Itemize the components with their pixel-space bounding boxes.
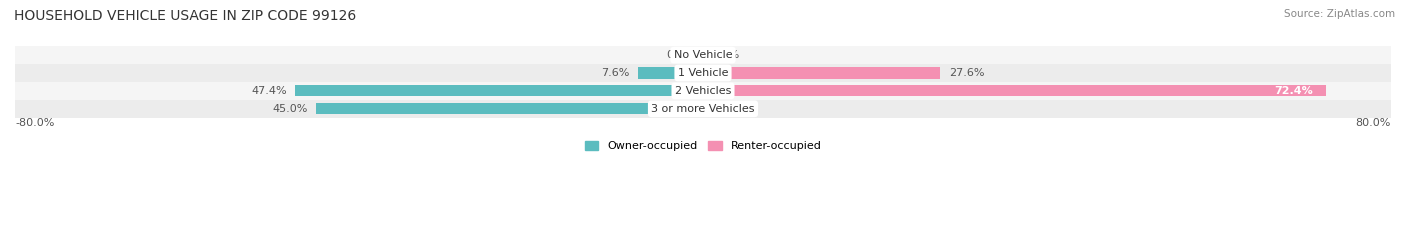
- Text: 80.0%: 80.0%: [1355, 118, 1391, 128]
- Text: Source: ZipAtlas.com: Source: ZipAtlas.com: [1284, 9, 1395, 19]
- Text: 7.6%: 7.6%: [600, 68, 628, 78]
- Text: 1 Vehicle: 1 Vehicle: [678, 68, 728, 78]
- Text: 0.0%: 0.0%: [711, 104, 740, 114]
- Bar: [703, 85, 1326, 96]
- Bar: [295, 85, 703, 96]
- Text: 27.6%: 27.6%: [949, 68, 984, 78]
- Bar: [703, 68, 941, 79]
- Text: 45.0%: 45.0%: [271, 104, 308, 114]
- Text: 2 Vehicles: 2 Vehicles: [675, 86, 731, 96]
- Bar: [638, 68, 703, 79]
- Text: 3 or more Vehicles: 3 or more Vehicles: [651, 104, 755, 114]
- Bar: [15, 100, 1391, 118]
- Bar: [15, 64, 1391, 82]
- Text: 47.4%: 47.4%: [252, 86, 287, 96]
- Bar: [15, 46, 1391, 64]
- Text: -80.0%: -80.0%: [15, 118, 55, 128]
- Bar: [15, 82, 1391, 100]
- Text: 0.0%: 0.0%: [666, 50, 695, 60]
- Bar: [316, 103, 703, 114]
- Text: 72.4%: 72.4%: [1274, 86, 1313, 96]
- Text: 0.0%: 0.0%: [711, 50, 740, 60]
- Text: HOUSEHOLD VEHICLE USAGE IN ZIP CODE 99126: HOUSEHOLD VEHICLE USAGE IN ZIP CODE 9912…: [14, 9, 356, 23]
- Legend: Owner-occupied, Renter-occupied: Owner-occupied, Renter-occupied: [585, 141, 821, 151]
- Text: No Vehicle: No Vehicle: [673, 50, 733, 60]
